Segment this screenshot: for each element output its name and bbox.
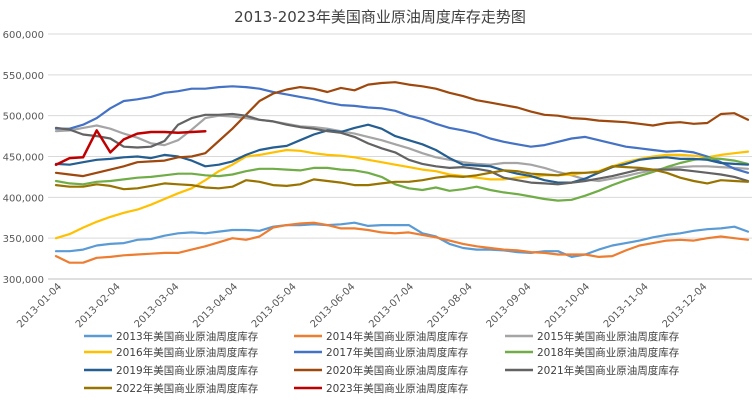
legend-label: 2015年美国商业原油周度库存 — [537, 330, 680, 343]
series-line-2017 — [54, 85, 750, 174]
legend-label: 2016年美国商业原油周度库存 — [116, 346, 259, 359]
legend-item: 2016年美国商业原油周度库存 — [84, 346, 259, 359]
y-tick-label: 450,000 — [3, 153, 44, 164]
y-tick-label: 600,000 — [3, 30, 44, 41]
legend-item: 2023年美国商业原油周度库存 — [294, 382, 469, 395]
series-line-2013 — [54, 221, 750, 258]
legend-item: 2018年美国商业原油周度库存 — [505, 346, 680, 359]
legend-label: 2019年美国商业原油周度库存 — [116, 364, 259, 377]
legend-item: 2015年美国商业原油周度库存 — [505, 330, 680, 343]
series-line-2019 — [54, 123, 750, 184]
chart-title: 2013-2023年美国商业原油周度库存走势图 — [234, 8, 526, 26]
series-lines — [54, 81, 750, 264]
legend-label: 2017年美国商业原油周度库存 — [326, 346, 469, 359]
legend-label: 2022年美国商业原油周度库存 — [116, 382, 259, 395]
legend-item: 2013年美国商业原油周度库存 — [84, 330, 259, 343]
legend-item: 2017年美国商业原油周度库存 — [294, 346, 469, 359]
legend-label: 2021年美国商业原油周度库存 — [537, 364, 680, 377]
y-tick-label: 500,000 — [3, 112, 44, 123]
series-line-2023 — [54, 129, 207, 166]
series-line-2014 — [54, 221, 750, 264]
series-line-2015 — [54, 114, 750, 183]
y-tick-label: 350,000 — [3, 234, 44, 245]
legend-label: 2013年美国商业原油周度库存 — [116, 330, 259, 343]
series-line-2022 — [54, 165, 750, 191]
legend: 2013年美国商业原油周度库存 2014年美国商业原油周度库存 2015年美国商业原… — [84, 330, 680, 395]
legend-item: 2022年美国商业原油周度库存 — [84, 382, 259, 395]
y-tick-label: 300,000 — [3, 275, 44, 286]
legend-label: 2014年美国商业原油周度库存 — [326, 330, 469, 343]
legend-label: 2018年美国商业原油周度库存 — [537, 346, 680, 359]
series-line-2020 — [54, 81, 750, 178]
y-tick-label: 400,000 — [3, 193, 44, 204]
legend-item: 2021年美国商业原油周度库存 — [505, 364, 680, 377]
legend-item: 2020年美国商业原油周度库存 — [294, 364, 469, 377]
series-line-2018 — [54, 157, 750, 202]
y-tick-label: 550,000 — [3, 71, 44, 82]
legend-item: 2019年美国商业原油周度库存 — [84, 364, 259, 377]
y-axis-ticks: 300,000 350,000 400,000 450,000 500,000 550,0… — [3, 30, 44, 286]
legend-label: 2023年美国商业原油周度库存 — [326, 382, 469, 395]
legend-label: 2020年美国商业原油周度库存 — [326, 364, 469, 377]
series-line-2016 — [54, 148, 750, 240]
legend-item: 2014年美国商业原油周度库存 — [294, 330, 469, 343]
